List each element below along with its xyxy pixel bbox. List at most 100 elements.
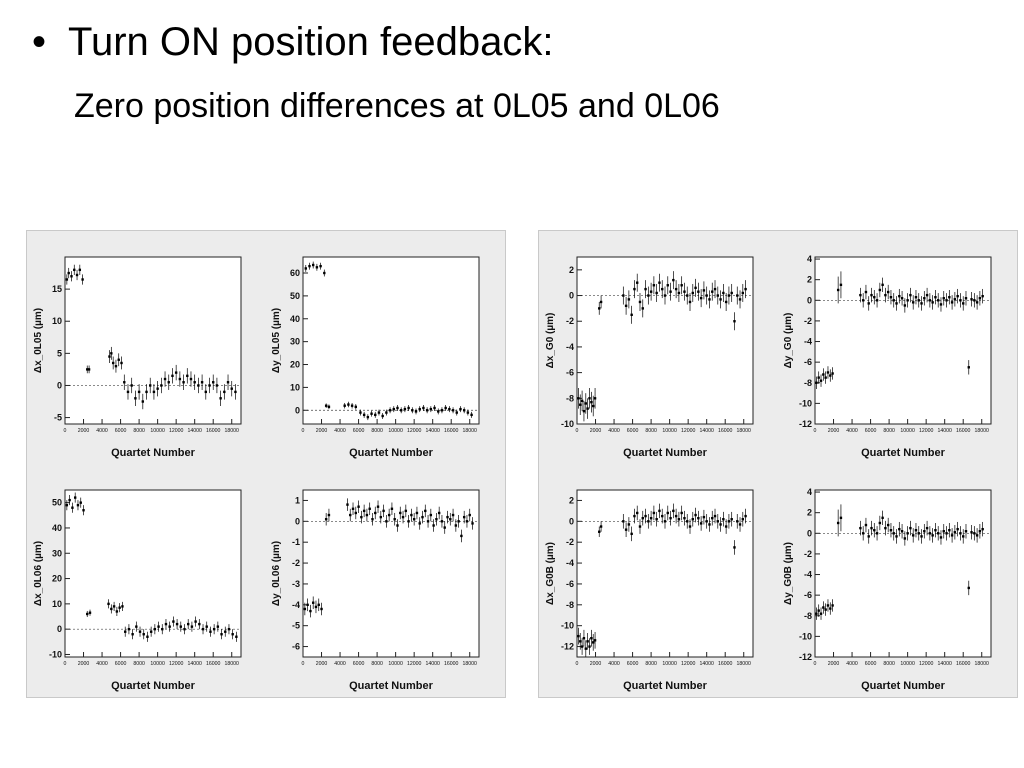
data-point [586,640,589,643]
data-point [666,284,669,287]
x-tick-label: 0 [64,661,67,667]
data-point [219,397,222,400]
data-point [724,525,728,528]
x-axis-label: Quartet Number [861,447,945,459]
x-tick-label: 14000 [187,428,202,434]
data-point [465,520,469,523]
data-point [898,527,901,531]
y-axis-label: Δy_G0 (µm) [783,313,794,369]
data-point [878,521,882,525]
data-point [824,376,827,379]
y-tick-label: 0 [569,516,574,526]
data-point [815,381,818,384]
data-point [870,526,873,530]
data-point [669,516,672,520]
data-point [590,637,593,640]
y-axis-label: Δx_G0 (µm) [545,313,556,369]
plot-frame [814,256,992,425]
data-point [117,358,120,361]
data-point [733,546,736,549]
data-point [931,301,934,304]
x-tick-label: 12000 [169,428,184,434]
data-point [407,520,410,523]
data-point [688,300,692,304]
y-tick-label: 20 [52,574,62,584]
data-point [317,603,320,607]
y-axis-label: Δx_G0B (µm) [545,542,556,605]
plot-frame [302,256,480,425]
data-point [175,622,179,626]
data-point [911,534,915,537]
x-tick-label: 2000 [590,428,602,434]
chart-svg: -12 -10 -8 -6 -4 -2 0 2 4 0 2000 4000 6000 8000 10000 1… [783,487,992,692]
x-tick-label: 14000 [425,428,440,434]
x-tick-label: 16000 [206,428,221,434]
x-tick-label: 10000 [388,661,403,667]
data-point [592,404,595,408]
data-point [172,620,175,623]
x-tick-label: 12000 [919,428,934,434]
data-point [741,518,745,521]
data-point [702,515,706,519]
chart-svg: -6 -5 -4 -3 -2 -1 0 1 0 2000 4000 6000 8000 10000 1200… [271,489,480,692]
data-point [412,518,416,521]
data-point [633,514,636,518]
data-point [928,532,932,535]
data-point [836,288,840,292]
data-point [658,509,661,513]
data-point [677,291,681,295]
data-point [138,630,142,633]
data-point [956,527,959,531]
data-point [826,371,830,374]
data-point [722,518,725,521]
data-point [873,296,876,299]
data-point [160,384,163,387]
data-point [200,381,204,384]
data-point [424,509,427,513]
y-tick-label: 30 [290,337,300,347]
data-point [437,410,440,413]
data-point [895,535,898,538]
data-point [822,373,825,376]
data-point [362,413,366,417]
data-point [451,513,455,517]
data-point [390,507,394,510]
x-tick-label: 4000 [96,428,108,434]
x-tick-label: 0 [814,661,817,667]
y-tick-label: 2 [569,265,574,275]
data-point [164,622,168,626]
data-point [174,371,178,374]
data-point [691,291,694,295]
y-tick-label: 30 [52,548,62,558]
data-point [444,406,447,410]
data-point [817,376,820,379]
data-point [327,513,331,517]
data-point [630,532,633,536]
x-tick-label: 16000 [718,661,733,667]
x-tick-label: 0 [302,428,305,434]
x-tick-label: 6000 [865,428,877,434]
plot-frame [64,489,242,658]
x-tick-label: 4000 [846,661,858,667]
y-axis-label: Δy_G0B (µm) [783,542,794,605]
data-point [826,604,830,607]
data-point [137,390,141,394]
data-point [881,516,884,520]
data-point [346,503,349,506]
data-point [235,635,238,638]
x-tick-label: 2000 [590,661,602,667]
data-point [824,608,827,611]
data-point [588,397,591,400]
data-point [443,526,446,529]
data-point [401,515,405,519]
data-point [81,278,84,281]
y-tick-label: -10 [561,621,574,631]
data-point [462,409,466,412]
data-point [964,530,968,533]
chart-svg: -12 -10 -8 -6 -4 -2 0 2 4 0 2000 4000 6000 8000 10000 1… [783,254,992,459]
data-point [226,381,230,384]
data-point [694,513,697,517]
data-point [108,355,111,358]
data-point [686,294,689,297]
